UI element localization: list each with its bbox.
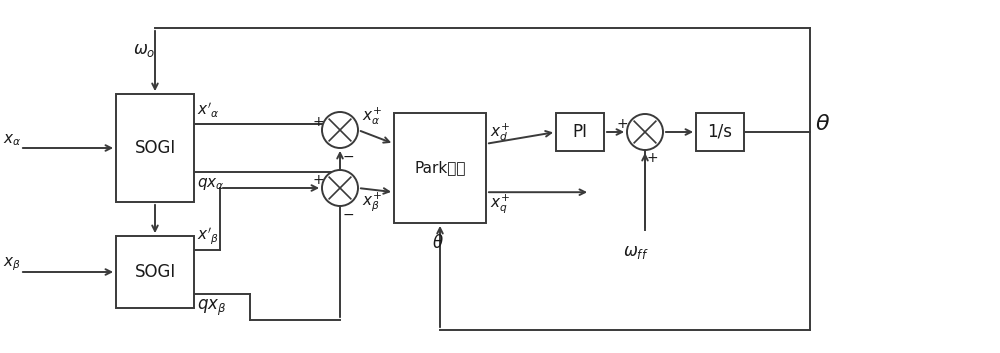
Text: $\omega_o$: $\omega_o$ <box>133 41 155 59</box>
Text: $x'_{\beta}$: $x'_{\beta}$ <box>197 226 219 247</box>
Text: 1/s: 1/s <box>708 123 732 141</box>
Text: +: + <box>312 173 324 187</box>
Text: $\omega_{ff}$: $\omega_{ff}$ <box>623 243 649 261</box>
Text: PI: PI <box>572 123 588 141</box>
Circle shape <box>627 114 663 150</box>
Text: SOGI: SOGI <box>134 263 176 281</box>
Text: $\theta$: $\theta$ <box>432 234 444 252</box>
Text: +: + <box>617 117 629 131</box>
Text: +: + <box>312 115 324 129</box>
Text: $qx_{\beta}$: $qx_{\beta}$ <box>197 298 226 318</box>
Text: $x'_{\alpha}$: $x'_{\alpha}$ <box>197 101 220 120</box>
Bar <box>116 94 194 202</box>
Text: $\theta$: $\theta$ <box>815 114 830 134</box>
Text: $-$: $-$ <box>342 149 354 163</box>
Text: $x_{d}^{+}$: $x_{d}^{+}$ <box>490 121 510 143</box>
Text: +: + <box>647 151 659 165</box>
Text: $x_{\alpha}^{+}$: $x_{\alpha}^{+}$ <box>362 105 382 127</box>
Text: Park变换: Park变换 <box>414 161 466 175</box>
Circle shape <box>322 170 358 206</box>
Bar <box>394 113 486 223</box>
Text: $x_{q}^{+}$: $x_{q}^{+}$ <box>490 192 510 216</box>
Text: $x_{\alpha}$: $x_{\alpha}$ <box>3 132 21 148</box>
Bar <box>116 236 194 308</box>
Bar <box>556 113 604 151</box>
Text: $x_{\beta}^{+}$: $x_{\beta}^{+}$ <box>362 190 382 214</box>
Text: SOGI: SOGI <box>134 139 176 157</box>
Text: $qx_{\alpha}$: $qx_{\alpha}$ <box>197 176 225 192</box>
Circle shape <box>322 112 358 148</box>
Bar <box>696 113 744 151</box>
Text: $x_{\beta}$: $x_{\beta}$ <box>3 255 21 273</box>
Text: $-$: $-$ <box>342 207 354 221</box>
